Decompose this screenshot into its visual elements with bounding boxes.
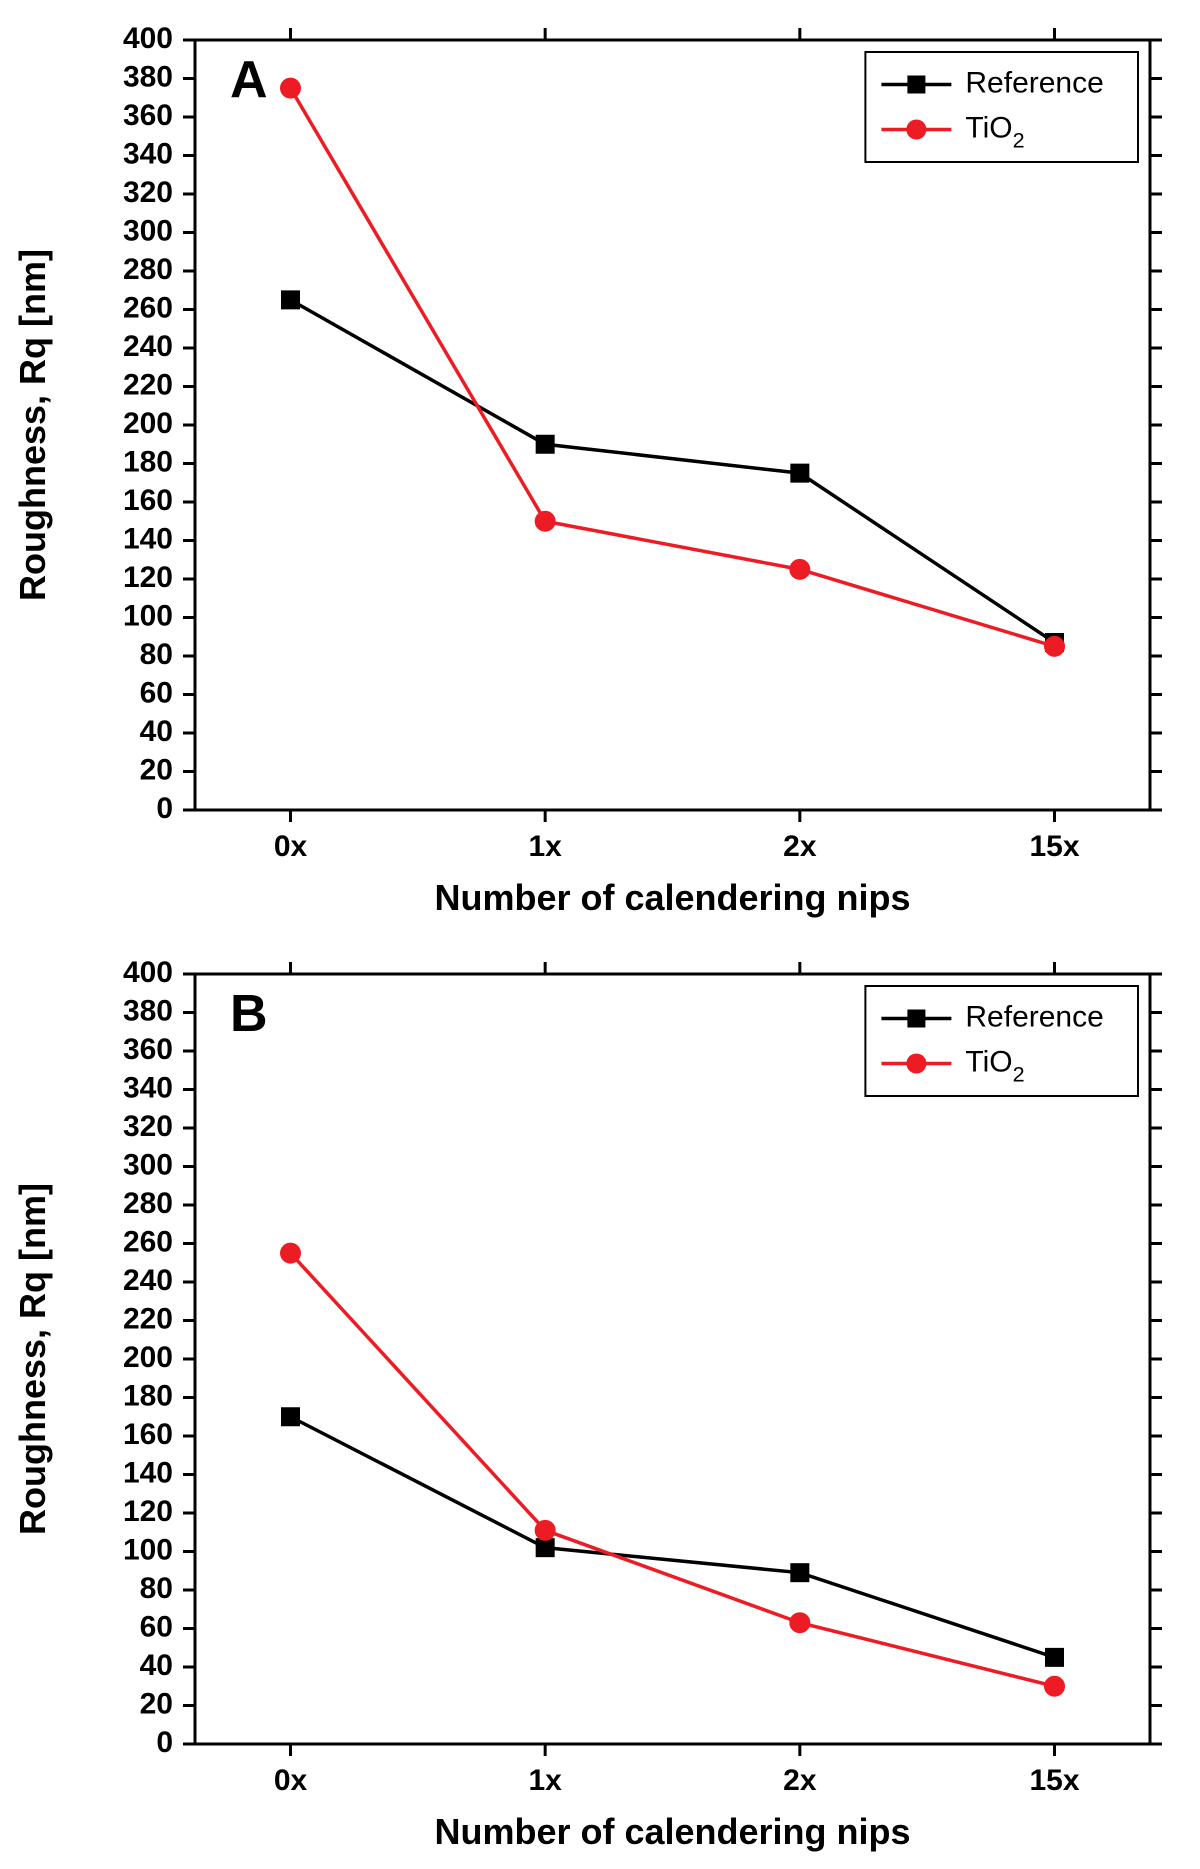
legend: ReferenceTiO2 xyxy=(865,52,1138,162)
series-marker xyxy=(790,1613,810,1633)
y-tick-label: 80 xyxy=(140,1572,173,1605)
series-line xyxy=(291,1417,1055,1658)
series-line xyxy=(291,1253,1055,1686)
y-tick-label: 320 xyxy=(123,176,173,209)
series-line xyxy=(291,88,1055,646)
y-tick-label: 240 xyxy=(123,330,173,363)
y-tick-label: 160 xyxy=(123,1418,173,1451)
y-tick-label: 0 xyxy=(156,1726,173,1759)
legend-label: Reference xyxy=(965,1000,1103,1033)
y-tick-label: 220 xyxy=(123,368,173,401)
x-tick-label: 0x xyxy=(274,830,308,863)
y-tick-label: 400 xyxy=(123,22,173,55)
y-tick-label: 180 xyxy=(123,1379,173,1412)
y-tick-label: 120 xyxy=(123,561,173,594)
y-tick-label: 120 xyxy=(123,1495,173,1528)
chart-svg: 0 20 40 60 80 100 120 140 160 180 200 220 240 260 280 3… xyxy=(0,934,1200,1868)
y-axis-label: Roughness, Rq [nm] xyxy=(12,249,53,601)
y-tick-label: 240 xyxy=(123,1264,173,1297)
figure: 0204060801001201401601802002202402602803… xyxy=(0,0,1200,1868)
chart-svg: 0 20 40 60 80 100 120 140 160 180 200 220 240 260 280 3… xyxy=(0,0,1200,934)
y-tick-label: 60 xyxy=(140,1610,173,1643)
series-marker xyxy=(791,1564,809,1582)
y-tick-label: 400 xyxy=(123,956,173,989)
y-tick-label: 200 xyxy=(123,1341,173,1374)
y-tick-label: 200 xyxy=(123,407,173,440)
series-line xyxy=(291,300,1055,643)
x-tick-label: 2x xyxy=(783,1764,817,1797)
y-tick-label: 380 xyxy=(123,994,173,1027)
y-tick-label: 260 xyxy=(123,1225,173,1258)
y-tick-label: 280 xyxy=(123,253,173,286)
y-tick-label: 300 xyxy=(123,1148,173,1181)
series-marker xyxy=(281,78,301,98)
series-marker xyxy=(790,559,810,579)
y-tick-label: 20 xyxy=(140,753,173,786)
x-tick-label: 15x xyxy=(1029,830,1079,863)
y-tick-label: 100 xyxy=(123,599,173,632)
y-tick-label: 40 xyxy=(140,715,173,748)
y-axis-label: Roughness, Rq [nm] xyxy=(12,1183,53,1535)
series-marker xyxy=(282,291,300,309)
x-tick-label: 1x xyxy=(528,1764,562,1797)
y-tick-label: 260 xyxy=(123,291,173,324)
series-marker xyxy=(536,435,554,453)
legend: ReferenceTiO2 xyxy=(865,986,1138,1096)
series-marker xyxy=(282,1408,300,1426)
series-marker xyxy=(791,464,809,482)
x-tick-label: 0x xyxy=(274,1764,308,1797)
y-tick-label: 380 xyxy=(123,60,173,93)
y-tick-label: 140 xyxy=(123,1456,173,1489)
y-tick-label: 0 xyxy=(156,792,173,825)
y-tick-label: 40 xyxy=(140,1649,173,1682)
y-tick-label: 300 xyxy=(123,214,173,247)
y-tick-label: 320 xyxy=(123,1110,173,1143)
panel-label: A xyxy=(230,51,268,109)
y-tick-label: 20 xyxy=(140,1687,173,1720)
panel-b: 0 20 40 60 80 100 120 140 160 180 200 220 240 260 280 3… xyxy=(0,934,1200,1868)
series-marker xyxy=(1046,1648,1064,1666)
x-tick-label: 15x xyxy=(1029,1764,1079,1797)
y-tick-label: 60 xyxy=(140,676,173,709)
series-marker xyxy=(535,511,555,531)
x-tick-label: 2x xyxy=(783,830,817,863)
series-marker xyxy=(1045,636,1065,656)
y-tick-label: 360 xyxy=(123,1033,173,1066)
y-tick-label: 80 xyxy=(140,638,173,671)
series-marker xyxy=(536,1539,554,1557)
y-tick-label: 340 xyxy=(123,1071,173,1104)
y-tick-label: 160 xyxy=(123,484,173,517)
y-tick-label: 360 xyxy=(123,99,173,132)
y-tick-label: 340 xyxy=(123,137,173,170)
x-axis-label: Number of calendering nips xyxy=(434,877,910,918)
series-marker xyxy=(281,1243,301,1263)
panel-a: 0 20 40 60 80 100 120 140 160 180 200 220 240 260 280 3… xyxy=(0,0,1200,934)
y-tick-label: 180 xyxy=(123,445,173,478)
panel-label: B xyxy=(230,985,268,1043)
x-tick-label: 1x xyxy=(528,830,562,863)
legend-label: Reference xyxy=(965,66,1103,99)
y-tick-label: 220 xyxy=(123,1302,173,1335)
y-tick-label: 100 xyxy=(123,1533,173,1566)
series-marker xyxy=(1045,1676,1065,1696)
x-axis-label: Number of calendering nips xyxy=(434,1811,910,1852)
y-tick-label: 280 xyxy=(123,1187,173,1220)
series-marker xyxy=(535,1520,555,1540)
y-tick-label: 140 xyxy=(123,522,173,555)
